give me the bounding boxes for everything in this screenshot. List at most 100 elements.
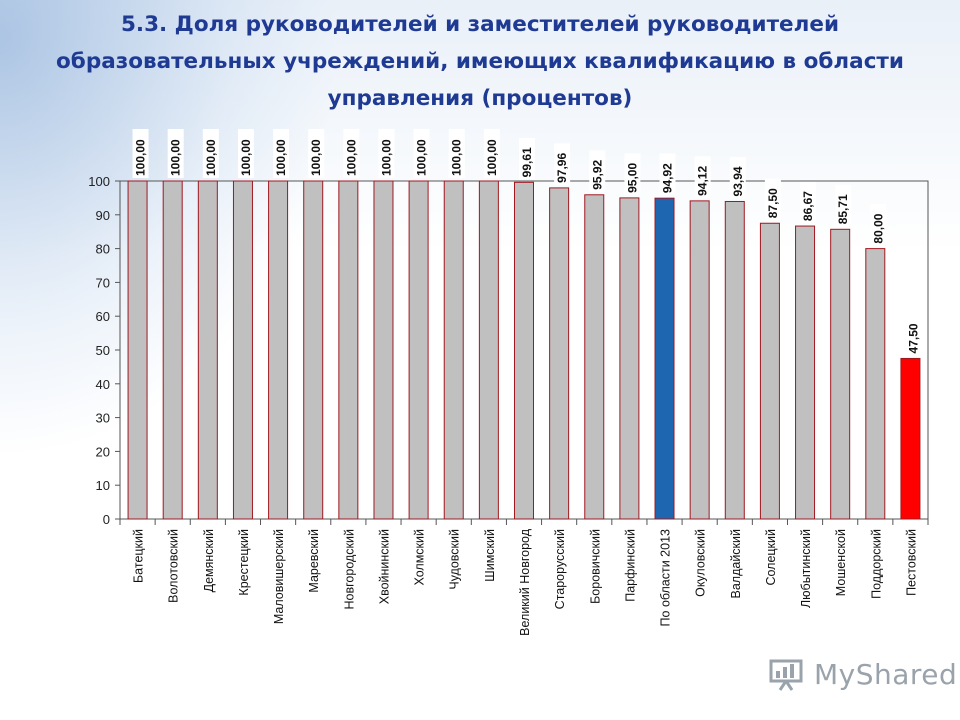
data-label: 47,50 (906, 323, 920, 353)
data-label-box (343, 129, 360, 178)
data-label-box (273, 129, 290, 178)
y-tick-label: 30 (96, 411, 110, 426)
data-label: 100,00 (450, 139, 464, 176)
data-label: 86,67 (801, 191, 815, 221)
data-label-box (132, 129, 149, 178)
data-label-box (905, 313, 922, 356)
data-label-box (589, 150, 606, 192)
data-label-box (519, 137, 535, 180)
y-tick-label: 40 (96, 377, 110, 392)
data-label: 100,00 (309, 139, 323, 176)
bar (759, 222, 780, 520)
data-label: 85,71 (836, 194, 850, 224)
category-label: Хвойнинский (377, 529, 391, 604)
category-label: Маревский (307, 529, 321, 593)
page-title: 5.3. Доля руководителей и заместителей р… (56, 12, 904, 111)
category-label: Великий Новгород (518, 528, 532, 636)
data-label: 95,00 (625, 163, 639, 193)
category-label: Холмский (413, 529, 427, 585)
bar (478, 180, 499, 520)
y-tick-label: 50 (96, 343, 110, 358)
data-label: 94,12 (696, 166, 710, 196)
bar (619, 197, 640, 520)
data-label-box (729, 156, 746, 199)
category-label: Солецкий (764, 529, 778, 586)
category-label: Крестецкий (237, 529, 251, 596)
data-label: 99,61 (520, 147, 534, 177)
bar (127, 180, 148, 520)
bar (830, 228, 851, 520)
data-label-box (764, 178, 781, 221)
data-label-box (448, 129, 465, 178)
category-label: Шимский (483, 529, 497, 582)
brand-logo: MyShared (768, 656, 957, 692)
y-tick-label: 70 (96, 275, 110, 290)
data-label-box (800, 181, 817, 224)
category-label: Парфинский (623, 529, 637, 602)
data-label-box (659, 153, 676, 196)
category-label: Волотовский (167, 529, 181, 603)
bar (654, 197, 675, 520)
bar (514, 181, 534, 520)
category-label: Демянский (202, 529, 216, 592)
category-label: Боровичский (588, 529, 602, 604)
data-label: 100,00 (239, 139, 253, 176)
data-label-box (202, 129, 219, 178)
data-label: 80,00 (871, 213, 885, 243)
bar (584, 194, 605, 520)
y-tick-label: 60 (96, 309, 110, 324)
bar (197, 180, 218, 520)
data-label-box (835, 184, 852, 227)
data-label-box (694, 156, 711, 198)
bar (373, 180, 394, 520)
category-label: Валдайский (729, 529, 743, 599)
bar (303, 180, 324, 520)
category-label: Поддорский (869, 529, 883, 599)
bar (268, 180, 289, 520)
bar (724, 200, 745, 520)
data-label: 100,00 (415, 139, 429, 176)
brand-name: MyShared (814, 657, 958, 691)
data-label-box (308, 129, 325, 178)
data-label: 100,00 (485, 139, 499, 176)
bar (162, 180, 183, 520)
data-label: 100,00 (134, 139, 148, 176)
data-label-box (378, 129, 395, 178)
data-label: 95,92 (590, 159, 604, 189)
data-label-box (870, 204, 887, 246)
category-label: Новгородский (342, 529, 356, 609)
data-label-box (554, 143, 571, 185)
y-tick-label: 0 (103, 512, 110, 527)
data-label-box (167, 129, 184, 178)
y-tick-label: 20 (96, 444, 110, 459)
data-label: 97,96 (555, 153, 569, 183)
data-label: 93,94 (731, 166, 745, 196)
data-label-box (413, 129, 430, 178)
bar (865, 248, 886, 520)
data-label: 100,00 (274, 139, 288, 176)
bar (900, 357, 921, 520)
data-label-box (483, 129, 500, 178)
data-label-box (624, 153, 641, 195)
y-tick-label: 90 (96, 208, 110, 223)
data-label: 100,00 (379, 139, 393, 176)
bar (408, 180, 429, 520)
bar (689, 200, 710, 520)
category-label: Пестовский (904, 529, 918, 596)
bar (443, 180, 464, 520)
data-label-box (237, 129, 254, 178)
bar (338, 180, 359, 520)
presentation-icon (769, 659, 803, 691)
category-label: Мошенской (834, 529, 848, 596)
data-label: 100,00 (169, 139, 183, 176)
category-label: Маловишерский (272, 529, 286, 624)
category-label: По области 2013 (659, 529, 673, 626)
category-label: Батецкий (132, 529, 146, 583)
data-label: 100,00 (344, 139, 358, 176)
category-label: Любытинский (799, 529, 813, 608)
data-label: 87,50 (766, 188, 780, 218)
y-tick-label: 100 (88, 174, 110, 189)
category-label: Старорусский (553, 529, 567, 609)
bar (232, 180, 253, 520)
